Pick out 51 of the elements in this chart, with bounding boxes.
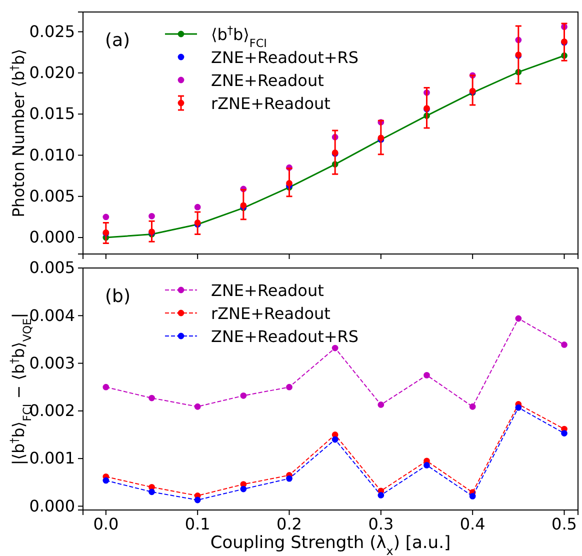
- y-tick-label: 0.003: [29, 353, 75, 372]
- point: [148, 212, 155, 220]
- point: [286, 180, 292, 186]
- point: [194, 204, 201, 210]
- point: [515, 315, 522, 322]
- x-tick-label: 0.4: [460, 514, 486, 534]
- legend-label: ZNE+Readout: [211, 71, 324, 90]
- y-tick-label: 0.010: [29, 145, 75, 164]
- point: [194, 496, 201, 504]
- point: [286, 475, 292, 482]
- legend-label: ⟨b$^{†}$b⟩$_{FCI}$: [211, 24, 267, 50]
- legend-label: rZNE+Readout: [211, 304, 330, 323]
- y-tick-label: 0.005: [29, 186, 75, 206]
- point: [102, 477, 110, 484]
- x-tick-label: 0.1: [184, 514, 210, 534]
- point: [424, 462, 430, 468]
- x-tick-label: 0.5: [552, 514, 577, 534]
- point: [240, 392, 247, 399]
- point: [469, 493, 476, 500]
- x-tick-label: 0.2: [276, 514, 302, 534]
- point: [561, 430, 568, 436]
- point: [102, 384, 110, 390]
- point: [332, 344, 338, 352]
- point: [194, 403, 201, 410]
- point: [148, 488, 155, 496]
- x-tick-label: 0.0: [93, 514, 119, 534]
- point: [561, 342, 568, 348]
- annotation: (b): [105, 286, 130, 307]
- y-tick-label: 0.005: [29, 258, 75, 278]
- point: [332, 436, 338, 443]
- x-axis-title: Coupling Strength (λ$_{x}$) [a.u.]: [210, 533, 451, 556]
- point: [378, 402, 384, 408]
- point: [424, 372, 430, 378]
- point: [515, 404, 522, 411]
- y-tick-label: 0.025: [29, 22, 75, 41]
- y-tick-label: 0.015: [29, 104, 75, 124]
- legend-label: rZNE+Readout: [211, 94, 330, 113]
- point: [240, 486, 247, 492]
- point: [148, 394, 155, 402]
- point: [469, 403, 476, 410]
- x-tick-label: 0.3: [368, 514, 394, 534]
- legend-label: ZNE+Readout: [211, 281, 324, 300]
- y-tick-label: 0.000: [29, 228, 75, 247]
- y-tick-label: 0.000: [29, 496, 75, 516]
- annotation: (a): [105, 30, 130, 51]
- y-tick-label: 0.020: [29, 63, 75, 82]
- legend-label: ZNE+Readout+RS: [211, 327, 359, 346]
- point: [102, 214, 110, 220]
- point: [378, 492, 384, 498]
- point: [286, 384, 292, 390]
- legend-label: ZNE+Readout+RS: [211, 48, 359, 67]
